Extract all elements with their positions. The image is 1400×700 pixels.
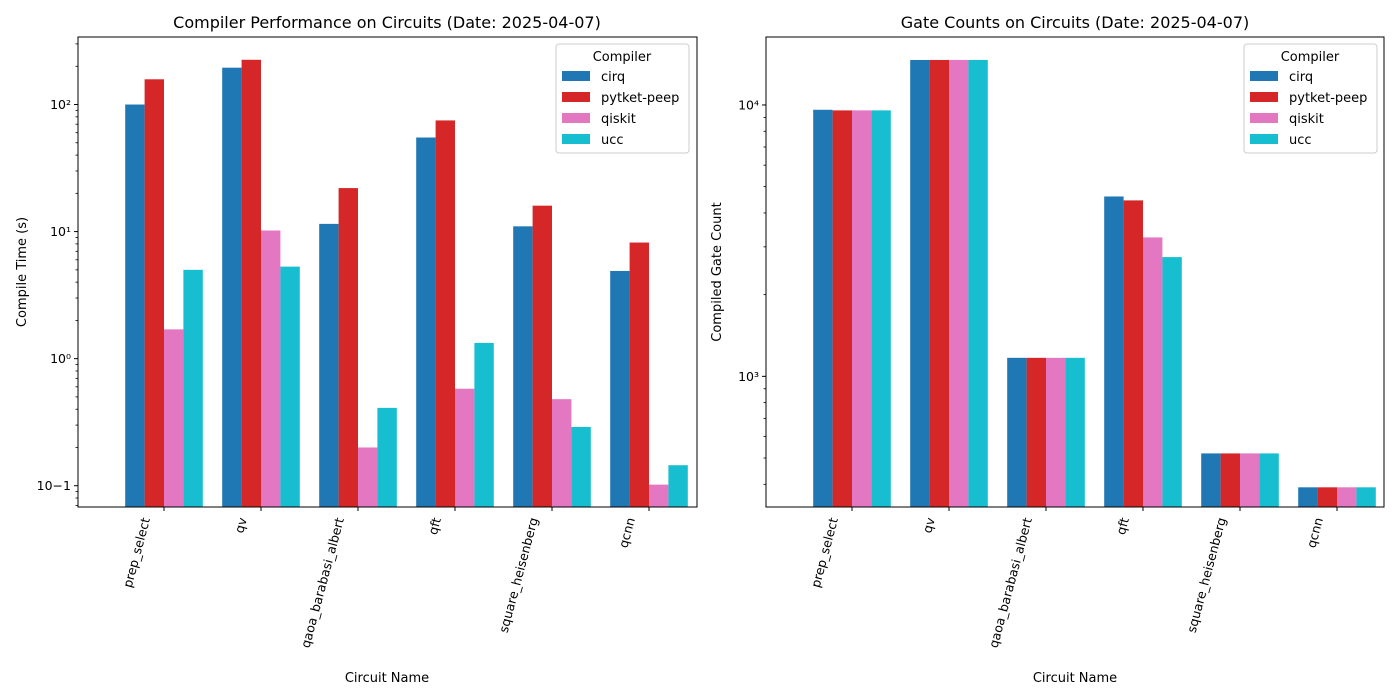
bar-layer	[125, 59, 688, 508]
x-tick-label: prep_select	[120, 516, 153, 589]
bar-pytket-peep-qv	[929, 59, 949, 507]
y-axis-label: Compile Time (s)	[15, 217, 30, 327]
bar-qiskit-qft	[1143, 237, 1163, 508]
legend-swatch-pytket-peep	[1250, 92, 1278, 102]
x-tick-label: qaoa_barabasi_albert	[298, 516, 347, 650]
legend-swatch-cirq	[1250, 71, 1278, 81]
y-tick-label: 10⁰	[50, 351, 71, 366]
chart-title: Compiler Performance on Circuits (Date: …	[173, 13, 601, 32]
bar-cirq-square_heisenberg	[513, 226, 533, 507]
bar-ucc-prep_select	[183, 269, 203, 507]
bar-qiskit-qv	[949, 59, 969, 507]
bar-pytket-peep-qcnn	[629, 242, 649, 508]
bar-cirq-qv	[222, 67, 242, 508]
bar-qiskit-prep_select	[164, 329, 184, 507]
x-tick-label: qv	[919, 515, 938, 534]
bar-layer	[813, 59, 1376, 508]
bar-pytket-peep-qft	[435, 120, 455, 507]
y-tick-label: 10²	[50, 97, 71, 112]
bar-ucc-square_heisenberg	[1259, 453, 1279, 507]
bar-cirq-qft	[416, 137, 436, 507]
bar-ucc-qaoa_barabasi_albert	[377, 407, 397, 507]
bar-qiskit-square_heisenberg	[552, 399, 572, 507]
bar-ucc-qft	[474, 342, 494, 507]
bar-pytket-peep-qcnn	[1317, 487, 1337, 507]
bar-ucc-qv	[968, 59, 988, 507]
bar-ucc-qft	[1162, 257, 1182, 507]
y-tick-label: 10¹	[50, 224, 71, 239]
bar-pytket-peep-prep_select	[144, 79, 164, 507]
y-tick-label: 10−1	[37, 478, 71, 493]
bar-qiskit-qv	[261, 230, 281, 507]
x-tick-label: qft	[1113, 516, 1132, 536]
bar-cirq-qaoa_barabasi_albert	[319, 223, 339, 507]
legend-title: Compiler	[593, 50, 652, 65]
legend-swatch-pytket-peep	[562, 92, 590, 102]
x-tick-label: qcnn	[615, 516, 637, 549]
bar-qiskit-prep_select	[852, 110, 872, 507]
x-tick-label: prep_select	[808, 516, 841, 589]
bar-ucc-square_heisenberg	[571, 426, 591, 507]
bar-ucc-qcnn	[1356, 487, 1376, 507]
legend-swatch-ucc	[1250, 134, 1278, 144]
bar-pytket-peep-qaoa_barabasi_albert	[338, 188, 358, 507]
bar-pytket-peep-square_heisenberg	[1220, 453, 1240, 507]
bar-qiskit-qaoa_barabasi_albert	[358, 447, 378, 507]
bar-cirq-qaoa_barabasi_albert	[1007, 357, 1027, 507]
bar-cirq-square_heisenberg	[1201, 453, 1221, 507]
bar-qiskit-qft	[455, 388, 475, 507]
chart-title: Gate Counts on Circuits (Date: 2025-04-0…	[901, 13, 1249, 32]
bar-cirq-prep_select	[813, 109, 833, 508]
bar-cirq-qcnn	[1298, 487, 1318, 507]
x-axis-label: Circuit Name	[345, 671, 429, 686]
y-tick-label: 10³	[738, 369, 759, 384]
legend-label-ucc: ucc	[601, 133, 624, 148]
bar-cirq-qv	[910, 59, 930, 507]
x-tick-label: qcnn	[1303, 516, 1325, 549]
legend-label-pytket-peep: pytket-peep	[601, 91, 679, 106]
bar-qiskit-qcnn	[1337, 487, 1357, 507]
bar-pytket-peep-qft	[1123, 200, 1143, 507]
bar-qiskit-qaoa_barabasi_albert	[1046, 357, 1066, 507]
legend-swatch-ucc	[562, 134, 590, 144]
bar-cirq-qft	[1104, 196, 1124, 508]
y-axis-label: Compiled Gate Count	[710, 202, 725, 341]
bar-ucc-qv	[280, 266, 300, 507]
x-axis-label: Circuit Name	[1033, 671, 1117, 686]
bar-cirq-qcnn	[610, 270, 630, 507]
plot-frame	[765, 36, 1385, 508]
y-tick-label: 10⁴	[738, 97, 759, 112]
bar-pytket-peep-qv	[241, 59, 261, 507]
bar-qiskit-qcnn	[649, 484, 669, 507]
legend: Compiler cirq pytket-peep qiskit ucc	[1243, 43, 1378, 154]
plot-frame	[77, 36, 698, 508]
bar-cirq-prep_select	[125, 104, 145, 507]
legend-label-qiskit: qiskit	[601, 112, 636, 127]
x-tick-label: square_heisenberg	[1184, 516, 1229, 634]
x-tick-label: qv	[231, 515, 250, 534]
legend-label-cirq: cirq	[601, 70, 625, 85]
gate-count-chart: Gate Counts on Circuits (Date: 2025-04-0…	[710, 13, 1385, 686]
legend-label-ucc: ucc	[1289, 133, 1312, 148]
legend: Compiler cirq pytket-peep qiskit ucc	[555, 43, 690, 154]
legend-label-cirq: cirq	[1289, 70, 1313, 85]
bar-ucc-qcnn	[668, 465, 688, 507]
legend-swatch-qiskit	[1250, 113, 1278, 123]
bar-pytket-peep-square_heisenberg	[532, 205, 552, 507]
x-tick-label: qft	[425, 516, 444, 536]
bar-ucc-qaoa_barabasi_albert	[1065, 357, 1085, 507]
bar-pytket-peep-prep_select	[832, 110, 852, 507]
x-tick-label: square_heisenberg	[496, 516, 541, 634]
bar-qiskit-square_heisenberg	[1240, 453, 1260, 507]
legend-swatch-qiskit	[562, 113, 590, 123]
legend-label-pytket-peep: pytket-peep	[1289, 91, 1367, 106]
bar-pytket-peep-qaoa_barabasi_albert	[1026, 357, 1046, 507]
legend-title: Compiler	[1281, 50, 1340, 65]
legend-swatch-cirq	[562, 71, 590, 81]
legend-label-qiskit: qiskit	[1289, 112, 1324, 127]
x-tick-label: qaoa_barabasi_albert	[986, 516, 1035, 650]
bar-ucc-prep_select	[871, 110, 891, 507]
compile-time-chart: Compiler Performance on Circuits (Date: …	[15, 13, 698, 686]
